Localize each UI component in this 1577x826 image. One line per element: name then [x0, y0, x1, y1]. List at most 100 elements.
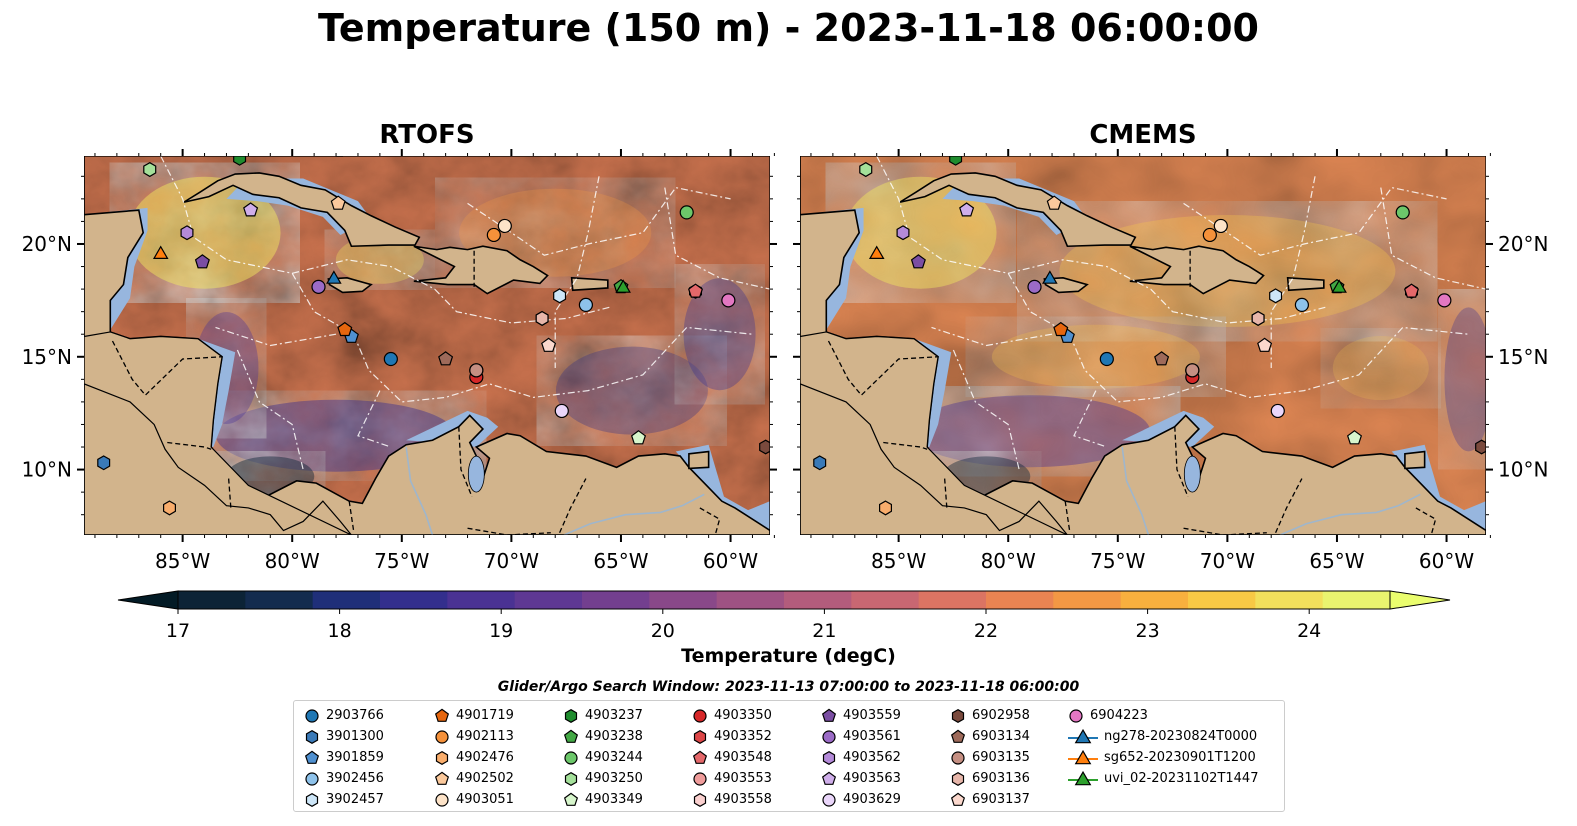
obs-4901719[interactable] — [337, 321, 353, 337]
obs-4903562[interactable] — [896, 225, 910, 241]
obs-4903250[interactable] — [143, 162, 157, 178]
legend-symbol[interactable] — [950, 729, 966, 743]
legend-symbol[interactable] — [951, 708, 965, 723]
obs-ng278-20230824T0000[interactable] — [1042, 270, 1058, 284]
legend-symbol[interactable] — [435, 792, 449, 807]
legend-symbol[interactable] — [564, 750, 578, 765]
obs-4902113[interactable] — [1202, 227, 1217, 243]
obs-4903559[interactable] — [910, 254, 926, 269]
legend-symbol[interactable] — [821, 771, 837, 785]
obs-4901719[interactable] — [1053, 321, 1069, 337]
obs-3901300[interactable] — [97, 455, 111, 471]
obs-6904223[interactable] — [1437, 293, 1452, 308]
legend-symbol[interactable] — [434, 771, 450, 785]
legend-symbol[interactable] — [693, 771, 707, 786]
obs-6904223[interactable] — [721, 293, 736, 308]
legend-symbol[interactable] — [693, 708, 707, 723]
obs-4903051[interactable] — [1213, 218, 1228, 234]
obs-2903766[interactable] — [383, 351, 398, 367]
legend-symbol[interactable] — [435, 750, 449, 765]
obs-4903237[interactable] — [949, 151, 963, 166]
obs-6903134[interactable] — [438, 351, 454, 366]
legend-symbol[interactable] — [305, 729, 319, 744]
obs-4903237[interactable] — [233, 151, 247, 166]
obs-4903244[interactable] — [1395, 205, 1410, 220]
colorbar-tick-label: 19 — [489, 620, 513, 642]
obs-4903561[interactable] — [311, 279, 326, 294]
obs-6903136[interactable] — [535, 310, 549, 326]
obs-4902476[interactable] — [163, 500, 176, 516]
legend-triangle[interactable] — [1074, 770, 1092, 785]
obs-3902456[interactable] — [1294, 297, 1309, 312]
obs-6903137[interactable] — [541, 337, 557, 352]
obs-6903136[interactable] — [1251, 310, 1265, 326]
legend-symbol[interactable] — [951, 771, 965, 786]
legend-symbol[interactable] — [822, 729, 836, 744]
legend-symbol[interactable] — [822, 750, 836, 765]
legend-label: 6903137 — [972, 792, 1030, 807]
obs-4903548[interactable] — [1403, 283, 1420, 298]
obs-4903349[interactable] — [630, 430, 647, 445]
obs-4903244[interactable] — [679, 205, 694, 220]
obs-4902113[interactable] — [486, 227, 501, 243]
obs-6903137[interactable] — [1257, 337, 1273, 352]
legend-label: 4902502 — [456, 771, 514, 786]
obs-6903134[interactable] — [1154, 351, 1170, 366]
legend-symbol[interactable] — [951, 750, 965, 765]
legend-triangle[interactable] — [1074, 749, 1092, 764]
obs-4903561[interactable] — [1027, 279, 1042, 294]
obs-2903766[interactable] — [1099, 351, 1114, 367]
legend-symbol[interactable] — [693, 792, 707, 807]
legend-symbol[interactable] — [563, 729, 579, 743]
map-panel-cmems[interactable] — [763, 151, 1499, 540]
legend-entry: 3901859 — [304, 747, 384, 768]
legend-marker-icon — [1068, 770, 1098, 785]
obs-4903548[interactable] — [687, 283, 704, 298]
legend-symbol[interactable] — [564, 771, 578, 786]
legend-label: 3902457 — [326, 792, 384, 807]
obs-4903563[interactable] — [959, 202, 975, 217]
obs-sg652-20230901T1200[interactable] — [868, 245, 885, 259]
obs-4903559[interactable] — [194, 254, 210, 269]
panel-title-cmems: CMEMS — [1089, 120, 1197, 150]
legend-symbol[interactable] — [305, 708, 319, 723]
obs-3902457[interactable] — [553, 288, 567, 304]
legend-symbol[interactable] — [304, 750, 320, 764]
obs-ng278-20230824T0000[interactable] — [326, 270, 342, 284]
obs-4902502[interactable] — [1046, 195, 1062, 210]
eez-boundary — [236, 349, 304, 470]
legend-symbol[interactable] — [305, 771, 319, 786]
legend-symbol[interactable] — [1069, 708, 1083, 723]
obs-4903629[interactable] — [554, 403, 569, 419]
obs-3902457[interactable] — [1269, 288, 1283, 304]
obs-6903135[interactable] — [1185, 363, 1200, 378]
legend-symbol[interactable] — [563, 792, 579, 806]
legend-symbol[interactable] — [821, 708, 837, 722]
legend-symbol[interactable] — [564, 708, 578, 723]
map-panel-rtofs[interactable] — [47, 151, 772, 540]
obs-uvi_02-20231102T1447[interactable] — [1331, 279, 1347, 293]
obs-4902476[interactable] — [878, 500, 893, 516]
obs-4902502[interactable] — [330, 195, 346, 210]
obs-4903562[interactable] — [180, 225, 194, 241]
obs-3902456[interactable] — [578, 297, 593, 312]
legend-symbol[interactable] — [950, 792, 966, 806]
obs-4903051[interactable] — [497, 218, 512, 234]
legend-symbol[interactable] — [434, 708, 450, 722]
obs-6902958[interactable] — [759, 439, 772, 455]
obs-3901300[interactable] — [813, 455, 827, 471]
obs-6903135[interactable] — [469, 363, 484, 378]
legend-symbol[interactable] — [435, 729, 449, 744]
obs-6902958[interactable] — [1475, 439, 1488, 455]
legend-symbol[interactable] — [305, 792, 319, 807]
obs-uvi_02-20231102T1447[interactable] — [615, 279, 631, 293]
legend-symbol[interactable] — [693, 729, 707, 744]
obs-4903349[interactable] — [1346, 430, 1363, 445]
legend-triangle[interactable] — [1074, 728, 1092, 743]
obs-4903629[interactable] — [1270, 403, 1285, 419]
legend-symbol[interactable] — [692, 750, 708, 764]
obs-4903250[interactable] — [859, 162, 873, 178]
obs-4903563[interactable] — [243, 202, 259, 217]
legend-symbol[interactable] — [822, 792, 836, 807]
obs-sg652-20230901T1200[interactable] — [152, 245, 169, 259]
